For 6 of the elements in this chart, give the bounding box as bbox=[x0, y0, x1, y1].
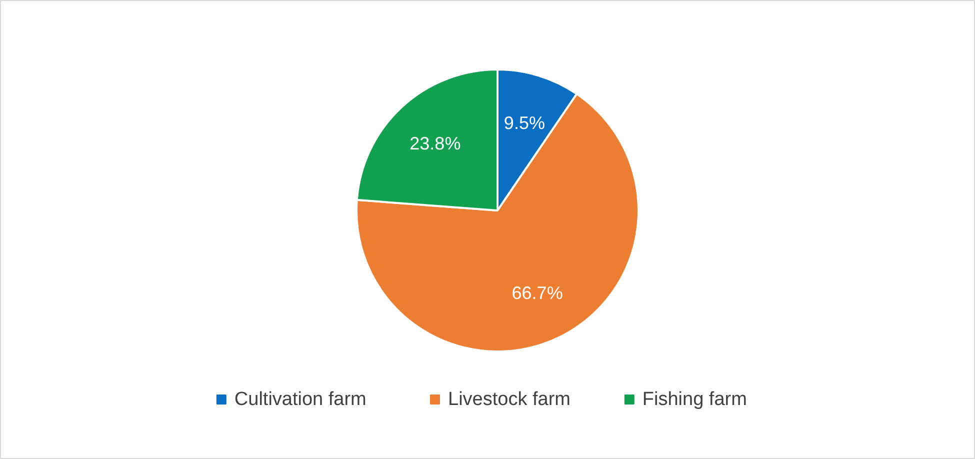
legend-label: Fishing farm bbox=[642, 389, 747, 410]
legend-label: Cultivation farm bbox=[234, 389, 366, 410]
data-label: 66.7% bbox=[512, 283, 563, 304]
data-label: 23.8% bbox=[410, 133, 461, 154]
data-label: 9.5% bbox=[504, 112, 545, 133]
legend-label: Livestock farm bbox=[448, 389, 570, 410]
